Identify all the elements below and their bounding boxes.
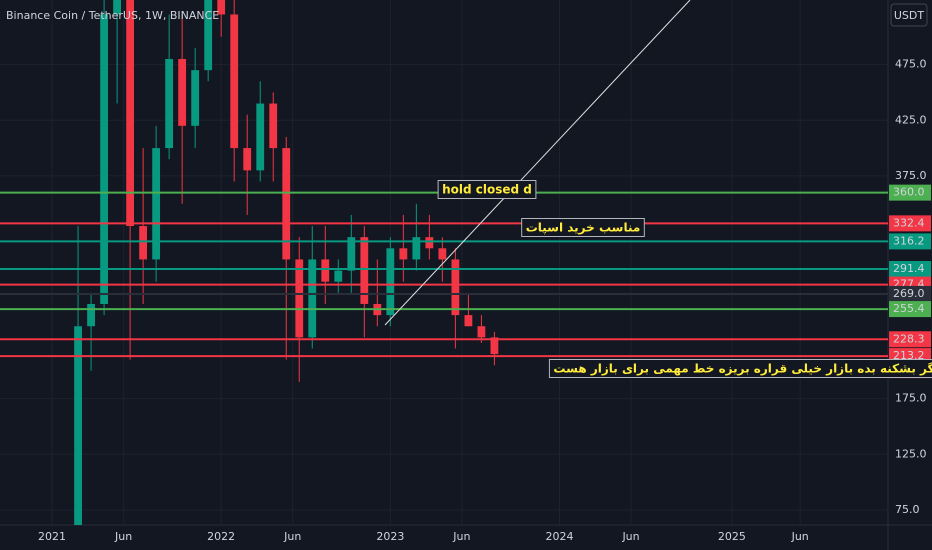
candle-body xyxy=(243,148,252,171)
level-label: 291.4 xyxy=(893,262,925,275)
candle-body xyxy=(425,237,434,249)
candle-body xyxy=(217,0,226,15)
candle-body xyxy=(347,237,356,271)
level-label: 332.4 xyxy=(893,216,925,229)
level-label: 316.2 xyxy=(893,234,925,247)
annotation: مناسب خرید اسپات xyxy=(526,221,641,235)
currency-label[interactable]: USDT xyxy=(894,9,925,22)
candle-body xyxy=(464,315,473,327)
candle-body xyxy=(282,148,291,260)
candle-body xyxy=(139,226,148,260)
y-tick-label: 425.0 xyxy=(895,113,927,126)
candle-body xyxy=(399,248,408,260)
candle-body xyxy=(113,0,122,15)
annotation-box xyxy=(437,180,537,199)
candle-body xyxy=(360,237,369,304)
chart-title: Binance Coin / TetherUS, 1W, BINANCE xyxy=(6,9,219,22)
candle-body xyxy=(165,59,174,149)
level-label: 360.0 xyxy=(893,186,925,199)
level-label: 228.3 xyxy=(893,332,925,345)
x-tick-label: Jun xyxy=(283,530,301,543)
level-tag xyxy=(889,301,931,318)
annotation-box xyxy=(548,359,932,378)
y-tick-label: 125.0 xyxy=(895,447,927,460)
level-tag xyxy=(889,233,931,250)
y-tick-label: 475.0 xyxy=(895,58,927,71)
x-tick-label: Jun xyxy=(452,530,470,543)
level-label: 269.0 xyxy=(893,287,925,300)
candle-body xyxy=(477,326,486,338)
level-tag xyxy=(889,184,931,201)
x-tick-label: 2024 xyxy=(545,530,573,543)
candle-body xyxy=(74,326,82,525)
candle-body xyxy=(269,103,278,149)
x-tick-label: 2022 xyxy=(207,530,235,543)
annotation-box xyxy=(521,218,645,237)
annotation: اگر بشکنه بده بازار خیلی قراره بریزه خط … xyxy=(553,362,932,376)
candle-body xyxy=(256,103,265,171)
annotation: hold closed d xyxy=(442,183,532,197)
level-tag xyxy=(889,261,931,278)
y-tick-label: 75.0 xyxy=(895,503,920,516)
candle-body xyxy=(451,259,460,316)
candle-body xyxy=(126,0,135,227)
candle-body xyxy=(490,337,499,355)
candle-body xyxy=(308,259,317,338)
candle-body xyxy=(386,248,395,316)
level-tag xyxy=(889,285,931,302)
trend-line xyxy=(384,0,691,326)
currency-button[interactable] xyxy=(890,3,928,27)
y-tick-label: 375.0 xyxy=(895,169,927,182)
candle-body xyxy=(152,148,161,260)
level-label: 255.4 xyxy=(893,302,925,315)
candle-body xyxy=(334,270,343,282)
x-tick-label: 2023 xyxy=(376,530,404,543)
x-tick-label: Jun xyxy=(791,530,809,543)
candle-body xyxy=(204,0,213,71)
candle-body xyxy=(87,303,95,327)
candle-body xyxy=(412,237,421,260)
candle-body xyxy=(321,259,330,282)
candle-body xyxy=(295,259,304,338)
candle-body xyxy=(100,14,108,304)
level-tag xyxy=(889,215,931,232)
x-tick-label: Jun xyxy=(621,530,639,543)
candle-body xyxy=(191,70,200,126)
x-tick-label: Jun xyxy=(114,530,132,543)
x-tick-label: 2025 xyxy=(718,530,746,543)
x-tick-label: 2021 xyxy=(38,530,66,543)
candle-body xyxy=(178,59,187,126)
candle-body xyxy=(230,14,239,149)
level-tag xyxy=(889,331,931,348)
y-tick-label: 175.0 xyxy=(895,392,927,405)
level-label: 213.2 xyxy=(893,349,925,362)
candle-body xyxy=(438,248,447,260)
